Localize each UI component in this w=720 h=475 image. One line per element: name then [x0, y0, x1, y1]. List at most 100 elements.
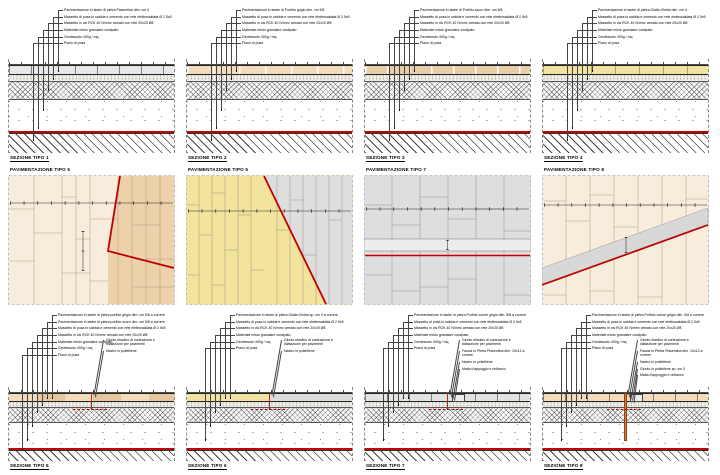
- leader-line: [397, 404, 400, 406]
- leader-line: [221, 30, 241, 31]
- leader-line: [393, 335, 394, 411]
- leader-line: [42, 328, 57, 329]
- leader-line: [226, 23, 241, 24]
- bedding-layer: [365, 75, 530, 82]
- leader-line: [52, 315, 57, 316]
- bedding-layer: [187, 75, 352, 82]
- panel-title: SEZIONE TIPO 4: [544, 155, 583, 162]
- panel-title: SEZIONE TIPO 6: [188, 463, 227, 470]
- leader-line: [388, 342, 413, 343]
- annotation-label: Massetto in cls RCK 40 N/mm² armato con …: [64, 21, 154, 26]
- leader-line: [221, 30, 222, 109]
- annotation-label: Pavimentazione in lastre di Porfido scur…: [420, 8, 503, 12]
- annotation-list-right: Giunto elastico di contrazione e dilataz…: [462, 338, 528, 373]
- geotextile-line: [365, 131, 530, 133]
- geotextile-line: [187, 448, 352, 450]
- subgrade-layer: [365, 133, 530, 153]
- leader-line: [561, 348, 562, 439]
- annotation-label: Materiale misto granulare costipato: [64, 28, 119, 33]
- panel-sezione-tipo-7: Pavimentazione in lastre di pietra Porfi…: [364, 311, 531, 471]
- geotextile-line: [365, 448, 530, 450]
- leader-line: [226, 23, 227, 89]
- leader-line: [587, 17, 597, 18]
- annotation-label: Piano di posa: [58, 353, 80, 358]
- annotation-list-right: Giunto elastico di contrazione e dilataz…: [106, 338, 172, 356]
- panel-title: PAVIMENTAZIONE TIPO 6: [188, 167, 249, 172]
- concrete-layer: [365, 82, 530, 100]
- concrete-layer: [9, 82, 174, 100]
- leader-line: [387, 425, 390, 427]
- annotation-label: Pavimentazione in lastre di Porfido grig…: [242, 8, 325, 12]
- leader-line: [566, 342, 567, 425]
- panel-pavimentazione-tipo-7: PAVIMENTAZIONE TIPO 7: [364, 167, 531, 307]
- panel-title: SEZIONE TIPO 3: [366, 155, 405, 162]
- annotation-label: Piano di posa: [420, 41, 442, 46]
- leader-line: [32, 139, 35, 141]
- granular-layer: [365, 100, 530, 131]
- leader-line: [37, 335, 38, 411]
- fascia-piasentina: [629, 393, 643, 402]
- leader-line: [33, 43, 34, 139]
- leader-line: [22, 355, 23, 449]
- annotation-list: Pavimentazione in lastre di pietra Giall…: [598, 8, 706, 48]
- leader-line: [582, 23, 597, 24]
- leader-line: [220, 109, 223, 111]
- section-drawing: [186, 59, 353, 153]
- panel-title: SEZIONE TIPO 2: [188, 155, 227, 162]
- leader-line: [21, 449, 24, 451]
- section-drawing: [364, 59, 531, 153]
- leader-line: [230, 78, 233, 80]
- dimension-line: [9, 59, 174, 65]
- leader-line: [27, 348, 57, 349]
- panel-pavimentazione-tipo-5: PAVIMENTAZIONE TIPO 5: [8, 167, 175, 307]
- leader-line: [205, 348, 206, 439]
- section-drawing: [8, 387, 175, 461]
- leader-line: [211, 43, 212, 139]
- section-drawing: [8, 59, 175, 153]
- plan-view: [186, 175, 353, 305]
- panel-title: SEZIONE TIPO 5: [10, 463, 49, 470]
- annotation-label: Pavimentazione in lastre di pietra porfi…: [58, 313, 165, 317]
- leader-line: [58, 10, 63, 11]
- subgrade-layer: [543, 133, 708, 153]
- leader-line: [580, 397, 583, 399]
- leader-line: [414, 10, 419, 11]
- annotation-list: Pavimentazione in lastre di Porfido grig…: [242, 8, 350, 48]
- granular-layer: [9, 100, 174, 131]
- annotation-list: Pavimentazione in lastre di pietra Giall…: [236, 313, 352, 353]
- joint-marker: [607, 408, 644, 410]
- leader-line: [570, 411, 573, 413]
- leader-line: [204, 439, 207, 441]
- dimension-line: [365, 59, 530, 65]
- annotation-label: Materiale misto granulare costipato: [236, 333, 291, 338]
- contraction-joint: [446, 393, 449, 409]
- panel-title: PAVIMENTAZIONE TIPO 8: [544, 167, 605, 172]
- annotation-label: Piano di posa: [242, 41, 264, 46]
- leader-line: [231, 17, 241, 18]
- annotation-label: Massetto in cls RCK 40 N/mm² armato con …: [592, 326, 682, 331]
- section-drawing: [186, 387, 353, 461]
- leader-line: [389, 43, 390, 139]
- annotation-label: Massetto di posa in sabbia e cemento con…: [64, 14, 172, 19]
- leader-line: [225, 322, 235, 323]
- leader-line: [47, 322, 48, 397]
- leader-line: [413, 70, 416, 72]
- leader-line: [53, 17, 63, 18]
- panel-pavimentazione-tipo-6: PAVIMENTAZIONE TIPO 6: [186, 167, 353, 307]
- leader-line: [581, 322, 582, 397]
- annotation-label: Materiale misto granulare costipato: [414, 333, 469, 338]
- leader-line: [210, 342, 211, 425]
- annotation-label: Piano di posa: [598, 41, 620, 46]
- paving-joints: [10, 176, 174, 304]
- annotation-label: Massetto di posa in sabbia e cemento con…: [414, 319, 522, 324]
- leader-line: [47, 322, 57, 323]
- leader-line: [211, 43, 241, 44]
- leader-line: [586, 315, 591, 316]
- leader-line: [407, 397, 410, 399]
- leader-line: [230, 315, 235, 316]
- annotation-label: Geotessuto 400g / mq: [598, 34, 633, 39]
- granular-layer: [365, 423, 530, 448]
- paving-layer: [187, 65, 352, 75]
- leader-line: [414, 10, 415, 70]
- subgrade-layer: [365, 450, 530, 461]
